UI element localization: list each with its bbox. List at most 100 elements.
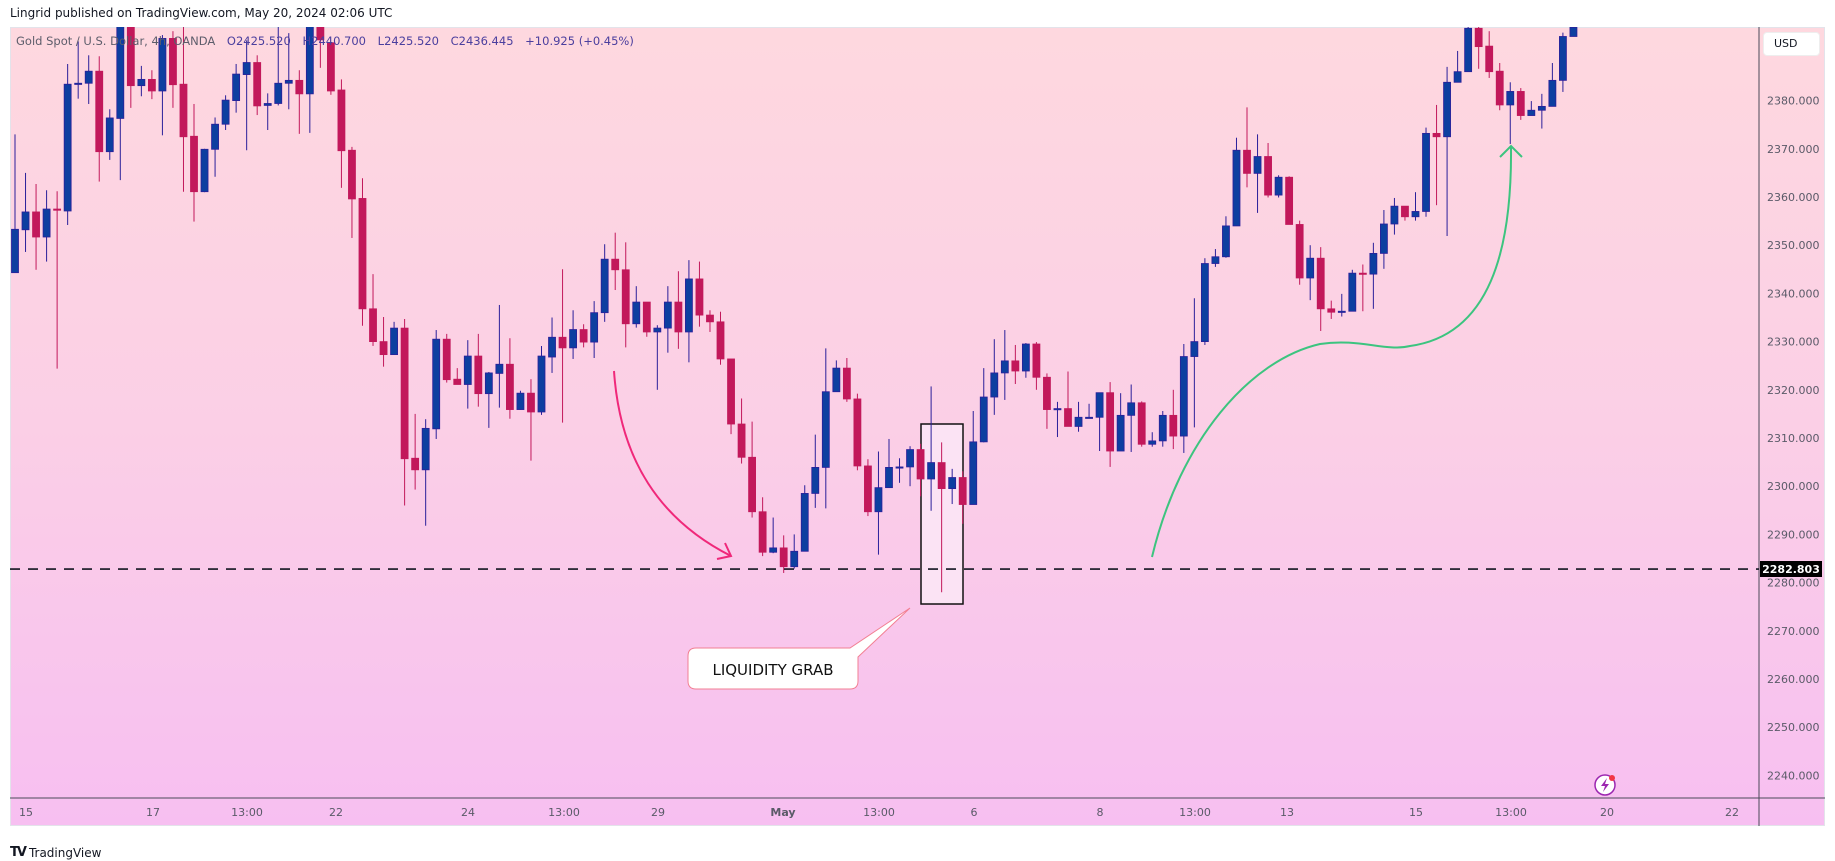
bullish-candle[interactable] [1306,245,1315,301]
bullish-candle[interactable] [1348,269,1357,312]
bearish-candle[interactable] [506,338,514,419]
bullish-candle[interactable] [811,434,820,508]
bearish-candle[interactable] [779,535,788,573]
bullish-candle[interactable] [1506,82,1515,144]
bullish-candle[interactable] [463,340,472,409]
bearish-candle[interactable] [348,146,356,238]
bearish-candle[interactable] [1137,401,1146,447]
bearish-candle[interactable] [706,310,714,332]
bullish-candle[interactable] [105,109,114,160]
bullish-candle[interactable] [1527,101,1536,116]
bullish-candle[interactable] [885,438,893,489]
bullish-candle[interactable] [969,411,978,505]
bullish-candle[interactable] [1559,32,1567,92]
bullish-candle[interactable] [1548,63,1557,107]
bullish-candle[interactable] [221,95,230,131]
bullish-candle[interactable] [979,368,988,443]
tradingview-logo[interactable]: TV TradingView [10,845,101,860]
bullish-candle[interactable] [769,517,778,554]
bullish-candle[interactable] [137,65,146,97]
bearish-candle[interactable] [527,379,535,461]
bearish-candle[interactable] [253,55,262,116]
bearish-candle[interactable] [1495,63,1504,111]
bullish-candle[interactable] [1085,403,1093,419]
bullish-candle[interactable] [1453,50,1462,83]
bearish-candle[interactable] [147,70,156,100]
bearish-candle[interactable] [716,311,725,365]
bullish-candle[interactable] [495,304,504,408]
bearish-candle[interactable] [126,0,135,108]
bullish-candle[interactable] [874,451,883,555]
bullish-candle[interactable] [653,325,662,390]
bullish-candle[interactable] [1537,93,1546,129]
bullish-candle[interactable] [832,360,841,393]
bearish-candle[interactable] [1516,88,1525,120]
bullish-candle[interactable] [211,117,219,177]
chart-panel[interactable] [10,27,1825,826]
bullish-candle[interactable] [1021,343,1030,378]
bullish-candle[interactable] [116,0,125,181]
bullish-candle[interactable] [990,339,999,415]
bullish-candle[interactable] [242,40,251,151]
bullish-candle[interactable] [927,386,936,511]
bearish-candle[interactable] [1064,371,1072,427]
bearish-candle[interactable] [1285,176,1294,225]
bullish-candle[interactable] [74,41,83,99]
bullish-candle[interactable] [1179,344,1188,453]
bearish-candle[interactable] [474,333,483,407]
bullish-candle[interactable] [1274,175,1283,198]
bearish-candle[interactable] [379,317,388,367]
bearish-candle[interactable] [1032,342,1041,390]
bearish-candle[interactable] [758,497,767,557]
bullish-candle[interactable] [1390,197,1399,235]
bullish-candle[interactable] [1443,66,1451,237]
bullish-candle[interactable] [1253,134,1262,213]
bearish-candle[interactable] [179,19,188,192]
bullish-candle[interactable] [284,33,293,110]
bullish-candle[interactable] [1000,330,1009,400]
bullish-candle[interactable] [600,244,609,322]
bearish-candle[interactable] [358,178,367,326]
bullish-candle[interactable] [569,310,577,359]
bullish-candle[interactable] [484,371,493,428]
bullish-candle[interactable] [895,458,904,483]
bearish-candle[interactable] [190,103,198,222]
bearish-candle[interactable] [937,442,946,593]
bearish-candle[interactable] [1295,220,1304,285]
bullish-candle[interactable] [84,55,93,104]
bullish-candle[interactable] [1095,392,1104,452]
bearish-candle[interactable] [1327,300,1336,319]
bearish-candle[interactable] [1401,205,1409,221]
liquidity-grab-callout[interactable]: LIQUIDITY GRAB [687,607,911,690]
bullish-candle[interactable] [663,286,672,353]
bearish-candle[interactable] [958,471,967,524]
bearish-candle[interactable] [400,318,409,506]
bullish-candle[interactable] [590,301,599,358]
bullish-candle[interactable] [158,35,167,136]
bearish-candle[interactable] [853,393,862,471]
bearish-candle[interactable] [1485,31,1494,78]
bearish-candle[interactable] [674,271,683,349]
bullish-candle[interactable] [1211,249,1220,267]
bullish-candle[interactable] [1337,293,1346,317]
bullish-candle[interactable] [1148,432,1157,447]
bearish-candle[interactable] [642,301,651,337]
bearish-candle[interactable] [337,79,346,188]
bearish-candle[interactable] [32,183,40,270]
bullish-candle[interactable] [263,93,272,131]
bullish-candle[interactable] [11,134,19,274]
bullish-candle[interactable] [1569,19,1578,37]
bearish-candle[interactable] [1106,382,1115,467]
bearish-candle[interactable] [864,459,872,517]
bearish-candle[interactable] [695,261,704,327]
bearish-candle[interactable] [326,42,335,95]
bullish-candle[interactable] [1380,210,1388,269]
bullish-candle[interactable] [537,345,546,415]
bearish-candle[interactable] [1474,14,1483,69]
bearish-candle[interactable] [737,398,746,464]
bearish-candle[interactable] [369,274,377,346]
bullish-candle[interactable] [305,0,314,133]
bullish-candle[interactable] [1074,401,1083,432]
bearish-candle[interactable] [1011,344,1020,385]
